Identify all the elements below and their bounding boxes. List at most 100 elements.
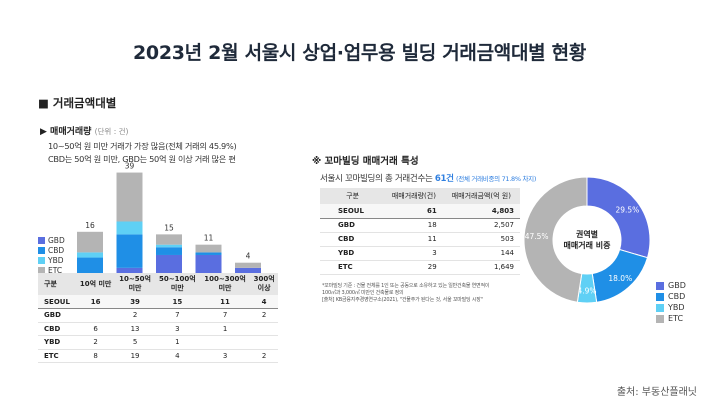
section-heading: ■ 거래금액대별 bbox=[38, 96, 117, 110]
table-cell: 1 bbox=[154, 335, 200, 350]
table-cell: 18 bbox=[385, 218, 443, 233]
table-header-cell: 구분 bbox=[38, 273, 76, 295]
table-header-cell: 10억 미만 bbox=[76, 273, 116, 295]
legend-label: YBD bbox=[668, 303, 685, 312]
table-cell: 144 bbox=[442, 246, 520, 261]
legend-swatch bbox=[656, 303, 664, 312]
bar-segment-ybd bbox=[116, 221, 143, 235]
table-cell: 3 bbox=[385, 246, 443, 261]
table-header-row: 구분 매매거래량(건) 매매거래금액(억 원) bbox=[320, 188, 520, 204]
donut-center-label: 권역별 bbox=[576, 229, 598, 239]
donut-value-label: 4.9% bbox=[577, 287, 596, 296]
table-cell: 6 bbox=[76, 322, 116, 336]
table-cell: 7 bbox=[199, 308, 251, 323]
table-cell: ETC bbox=[38, 349, 76, 363]
bar-segment-ybd bbox=[77, 252, 103, 258]
bar-segment-etc bbox=[77, 231, 103, 253]
table-header-row: 구분 10억 미만 10~50억 미만 50~100억 미만 100~300억 미만 300억 이… bbox=[38, 273, 278, 295]
footnote-2: 100㎡과 3,000㎡ 미만인 건축물로 정의 bbox=[322, 290, 404, 296]
table-cell: 39 bbox=[115, 295, 155, 309]
legend-label: GBD bbox=[48, 235, 65, 245]
bar-segment-gbd bbox=[156, 254, 182, 273]
donut-legend: GBD CBD YBD ETC bbox=[656, 280, 686, 324]
description-line-1: 10~50억 원 미만 거래가 가장 많음(전체 거래의 45.9%) bbox=[48, 141, 237, 151]
table-cell: 2 bbox=[250, 308, 278, 323]
table-cell: 5 bbox=[115, 335, 155, 350]
legend-swatch bbox=[38, 236, 45, 244]
table-row: CBD 11 503 bbox=[320, 232, 520, 247]
bar-total-label: 4 bbox=[246, 252, 251, 261]
bar-segment-gbd bbox=[195, 254, 222, 273]
bar-segment-etc bbox=[156, 234, 182, 245]
table-cell: 4 bbox=[250, 295, 278, 309]
donut-slice-etc bbox=[523, 176, 588, 303]
legend-item-gbd: GBD bbox=[38, 235, 65, 245]
bar-total-label: 39 bbox=[125, 162, 135, 171]
right-desc-note: (전체 거래비중의 71.8% 차지) bbox=[456, 175, 537, 183]
table-cell: 2,507 bbox=[442, 218, 520, 233]
table-cell: 7 bbox=[154, 308, 200, 323]
right-desc-highlight: 61건 bbox=[434, 174, 454, 184]
table-header-cell: 300억 이상 bbox=[250, 273, 278, 295]
table-cell bbox=[250, 322, 278, 336]
bar-segment-cbd bbox=[195, 252, 222, 255]
table-cell: 13 bbox=[115, 322, 155, 336]
legend-label: ETC bbox=[48, 265, 63, 275]
table-cell: 1,649 bbox=[442, 260, 520, 275]
bar-segment-etc bbox=[116, 172, 143, 222]
legend-swatch bbox=[656, 314, 664, 323]
sub-heading-text: ▶ 매매거래량 bbox=[40, 127, 92, 137]
legend-item-etc: ETC bbox=[656, 313, 686, 324]
table-cell: YBD bbox=[38, 335, 76, 350]
legend-item-gbd: GBD bbox=[656, 280, 686, 291]
table-cell: CBD bbox=[320, 232, 386, 247]
table-cell bbox=[199, 335, 251, 350]
right-desc-prefix: 서울시 꼬마빌딩의 총 거래건수는 bbox=[320, 174, 435, 184]
table-cell bbox=[76, 308, 116, 323]
legend-swatch bbox=[38, 266, 45, 274]
table-cell: SEOUL bbox=[38, 295, 76, 309]
table-row: SEOUL 61 4,803 bbox=[320, 204, 520, 219]
table-row: CBD 6 13 3 1 bbox=[38, 322, 278, 336]
description-line-2: CBD는 50억 원 미만, GBD는 50억 원 이상 거래 많은 편 bbox=[48, 154, 236, 164]
source-credit: 출처: 부동산플래닛 bbox=[616, 387, 697, 398]
bar-total-label: 15 bbox=[164, 223, 174, 232]
bar-segment-cbd bbox=[156, 247, 182, 255]
table-row: SEOUL 16 39 15 11 4 bbox=[38, 295, 278, 309]
legend-swatch bbox=[656, 292, 664, 301]
donut-center-label: 매매거래 비중 bbox=[564, 240, 612, 250]
table-cell: 29 bbox=[385, 260, 443, 275]
table-header-cell: 매매거래금액(억 원) bbox=[442, 188, 520, 204]
table-cell: 8 bbox=[76, 349, 116, 363]
table-row: ETC 8 19 4 3 2 bbox=[38, 349, 278, 363]
table-cell: 16 bbox=[76, 295, 116, 309]
table-cell: 2 bbox=[115, 308, 155, 323]
bar-segment-cbd bbox=[116, 234, 143, 268]
table-header-cell: 100~300억 미만 bbox=[199, 273, 251, 295]
table-cell: 2 bbox=[76, 335, 116, 350]
table-cell: 2 bbox=[250, 349, 278, 363]
table-cell bbox=[250, 335, 278, 350]
table-header-cell: 매매거래량(건) bbox=[385, 188, 443, 204]
table-row: GBD 18 2,507 bbox=[320, 218, 520, 233]
table-cell: ETC bbox=[320, 260, 386, 275]
right-heading: ※ 꼬마빌딩 매매거래 특성 bbox=[312, 156, 419, 167]
legend-label: CBD bbox=[48, 245, 65, 255]
table-cell: 11 bbox=[199, 295, 251, 309]
table-cell: 11 bbox=[385, 232, 443, 247]
table-cell: CBD bbox=[38, 322, 76, 336]
table-cell: 19 bbox=[115, 349, 155, 363]
table-cell: 61 bbox=[385, 204, 443, 219]
legend-swatch bbox=[38, 256, 45, 264]
bar-total-label: 11 bbox=[204, 234, 214, 243]
table-header-cell: 10~50억 미만 bbox=[115, 273, 155, 295]
bar-segment-etc bbox=[235, 262, 261, 268]
bar-segment-cbd bbox=[77, 257, 103, 273]
legend-label: YBD bbox=[48, 255, 64, 265]
table-row: GBD 2 7 7 2 bbox=[38, 308, 278, 323]
table-cell: YBD bbox=[320, 246, 386, 261]
table-cell: 3 bbox=[154, 322, 200, 336]
bar-total-label: 16 bbox=[85, 221, 95, 230]
donut-value-label: 47.5% bbox=[525, 232, 549, 241]
